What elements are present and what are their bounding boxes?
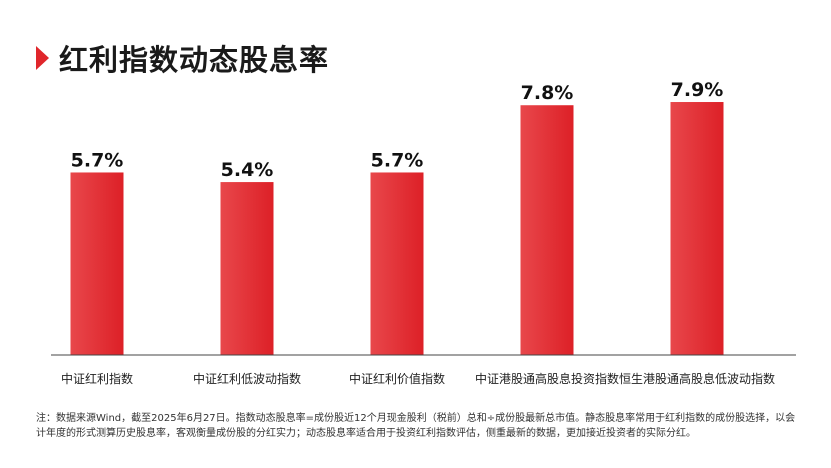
title-block: 红利指数动态股息率	[36, 38, 329, 78]
bar-5	[670, 102, 724, 356]
chart-title: 红利指数动态股息率	[59, 43, 330, 77]
title-triangle-icon	[36, 46, 49, 70]
value-label-4: 7.8%	[521, 82, 574, 104]
category-label-4: 中证港股通高股息投资指数	[475, 371, 619, 386]
value-label-5: 7.9%	[671, 79, 724, 101]
value-label-1: 5.7%	[71, 149, 124, 171]
bar-3	[370, 172, 424, 355]
category-label-5: 恒生港股通高股息低波动指数	[619, 371, 775, 386]
bar-1	[70, 172, 124, 355]
value-label-3: 5.7%	[371, 149, 424, 171]
category-label-1: 中证红利指数	[61, 371, 133, 386]
category-label-3: 中证红利价值指数	[349, 371, 445, 386]
category-label-2: 中证红利低波动指数	[193, 371, 301, 386]
value-label-2: 5.4%	[221, 159, 274, 181]
footnote: 注：数据来源Wind，截至2025年6月27日。指数动态股息率=成份股近12个月…	[36, 413, 796, 439]
bar-2	[220, 182, 274, 355]
bar-4	[520, 105, 574, 355]
